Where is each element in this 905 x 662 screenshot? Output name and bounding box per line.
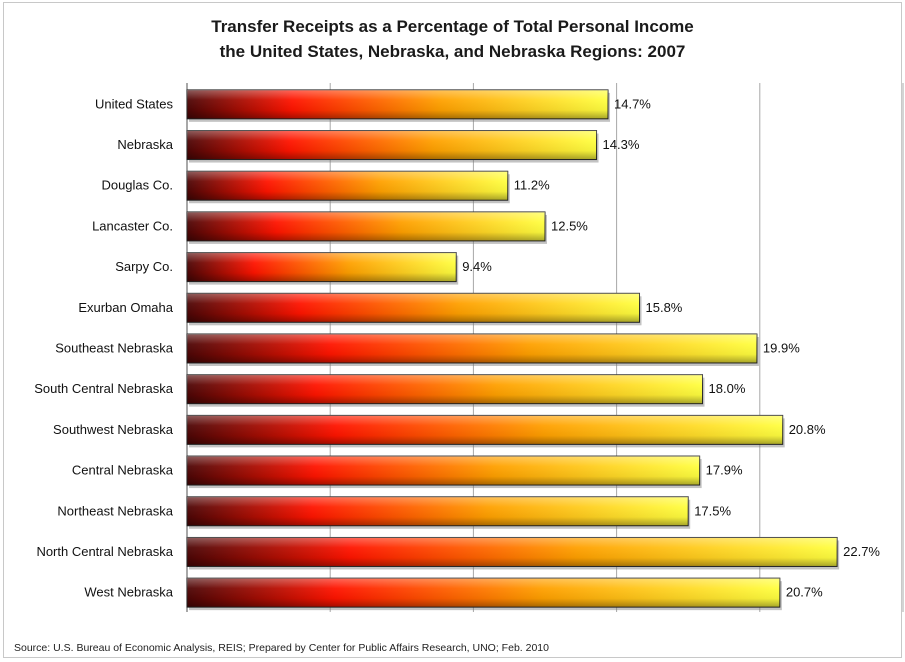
value-label-8: 20.8%: [789, 422, 826, 437]
bar-shade-4: [187, 252, 457, 282]
chart-title: Transfer Receipts as a Percentage of Tot…: [0, 14, 905, 64]
category-label-5: Exurban Omaha: [78, 300, 173, 315]
value-label-0: 14.7%: [614, 96, 651, 111]
bar-shade-3: [187, 211, 545, 241]
category-label-4: Sarpy Co.: [115, 259, 173, 274]
value-label-5: 15.8%: [646, 300, 683, 315]
value-label-4: 9.4%: [462, 259, 492, 274]
value-label-3: 12.5%: [551, 218, 588, 233]
value-label-1: 14.3%: [603, 137, 640, 152]
value-label-9: 17.9%: [706, 463, 743, 478]
bar-shade-11: [187, 537, 838, 567]
value-label-10: 17.5%: [694, 503, 731, 518]
value-label-12: 20.7%: [786, 585, 823, 600]
bar-shade-1: [187, 130, 597, 160]
value-label-11: 22.7%: [843, 544, 880, 559]
category-label-1: Nebraska: [117, 137, 173, 152]
labels: United States 14.7% Nebraska 14.3% Douglas C…: [34, 96, 880, 599]
chart-title-line-1: Transfer Receipts as a Percentage of Tot…: [211, 17, 694, 36]
source-note: Source: U.S. Bureau of Economic Analysis…: [14, 642, 549, 654]
bar-shade-10: [187, 496, 689, 526]
category-label-10: Northeast Nebraska: [57, 503, 173, 518]
bar-shade-5: [187, 293, 640, 323]
category-label-9: Central Nebraska: [72, 463, 174, 478]
bars: [186, 89, 840, 611]
bar-shade-7: [187, 374, 703, 404]
bar-shade-6: [187, 334, 757, 363]
category-label-6: Southeast Nebraska: [55, 341, 174, 356]
chart-title-line-2: the United States, Nebraska, and Nebrask…: [219, 42, 686, 61]
bar-shade-9: [187, 456, 700, 486]
value-label-7: 18.0%: [709, 381, 746, 396]
bar-shade-0: [187, 89, 609, 119]
category-label-8: Southwest Nebraska: [53, 422, 174, 437]
bar-shade-2: [187, 171, 508, 201]
category-label-0: United States: [95, 96, 174, 111]
bar-shade-8: [187, 415, 783, 445]
category-label-11: North Central Nebraska: [36, 544, 173, 559]
category-label-2: Douglas Co.: [101, 178, 173, 193]
category-label-3: Lancaster Co.: [92, 218, 173, 233]
category-label-7: South Central Nebraska: [34, 381, 174, 396]
value-label-2: 11.2%: [514, 178, 550, 193]
value-label-6: 19.9%: [763, 341, 800, 356]
category-label-12: West Nebraska: [84, 585, 173, 600]
bar-shade-12: [187, 578, 780, 608]
